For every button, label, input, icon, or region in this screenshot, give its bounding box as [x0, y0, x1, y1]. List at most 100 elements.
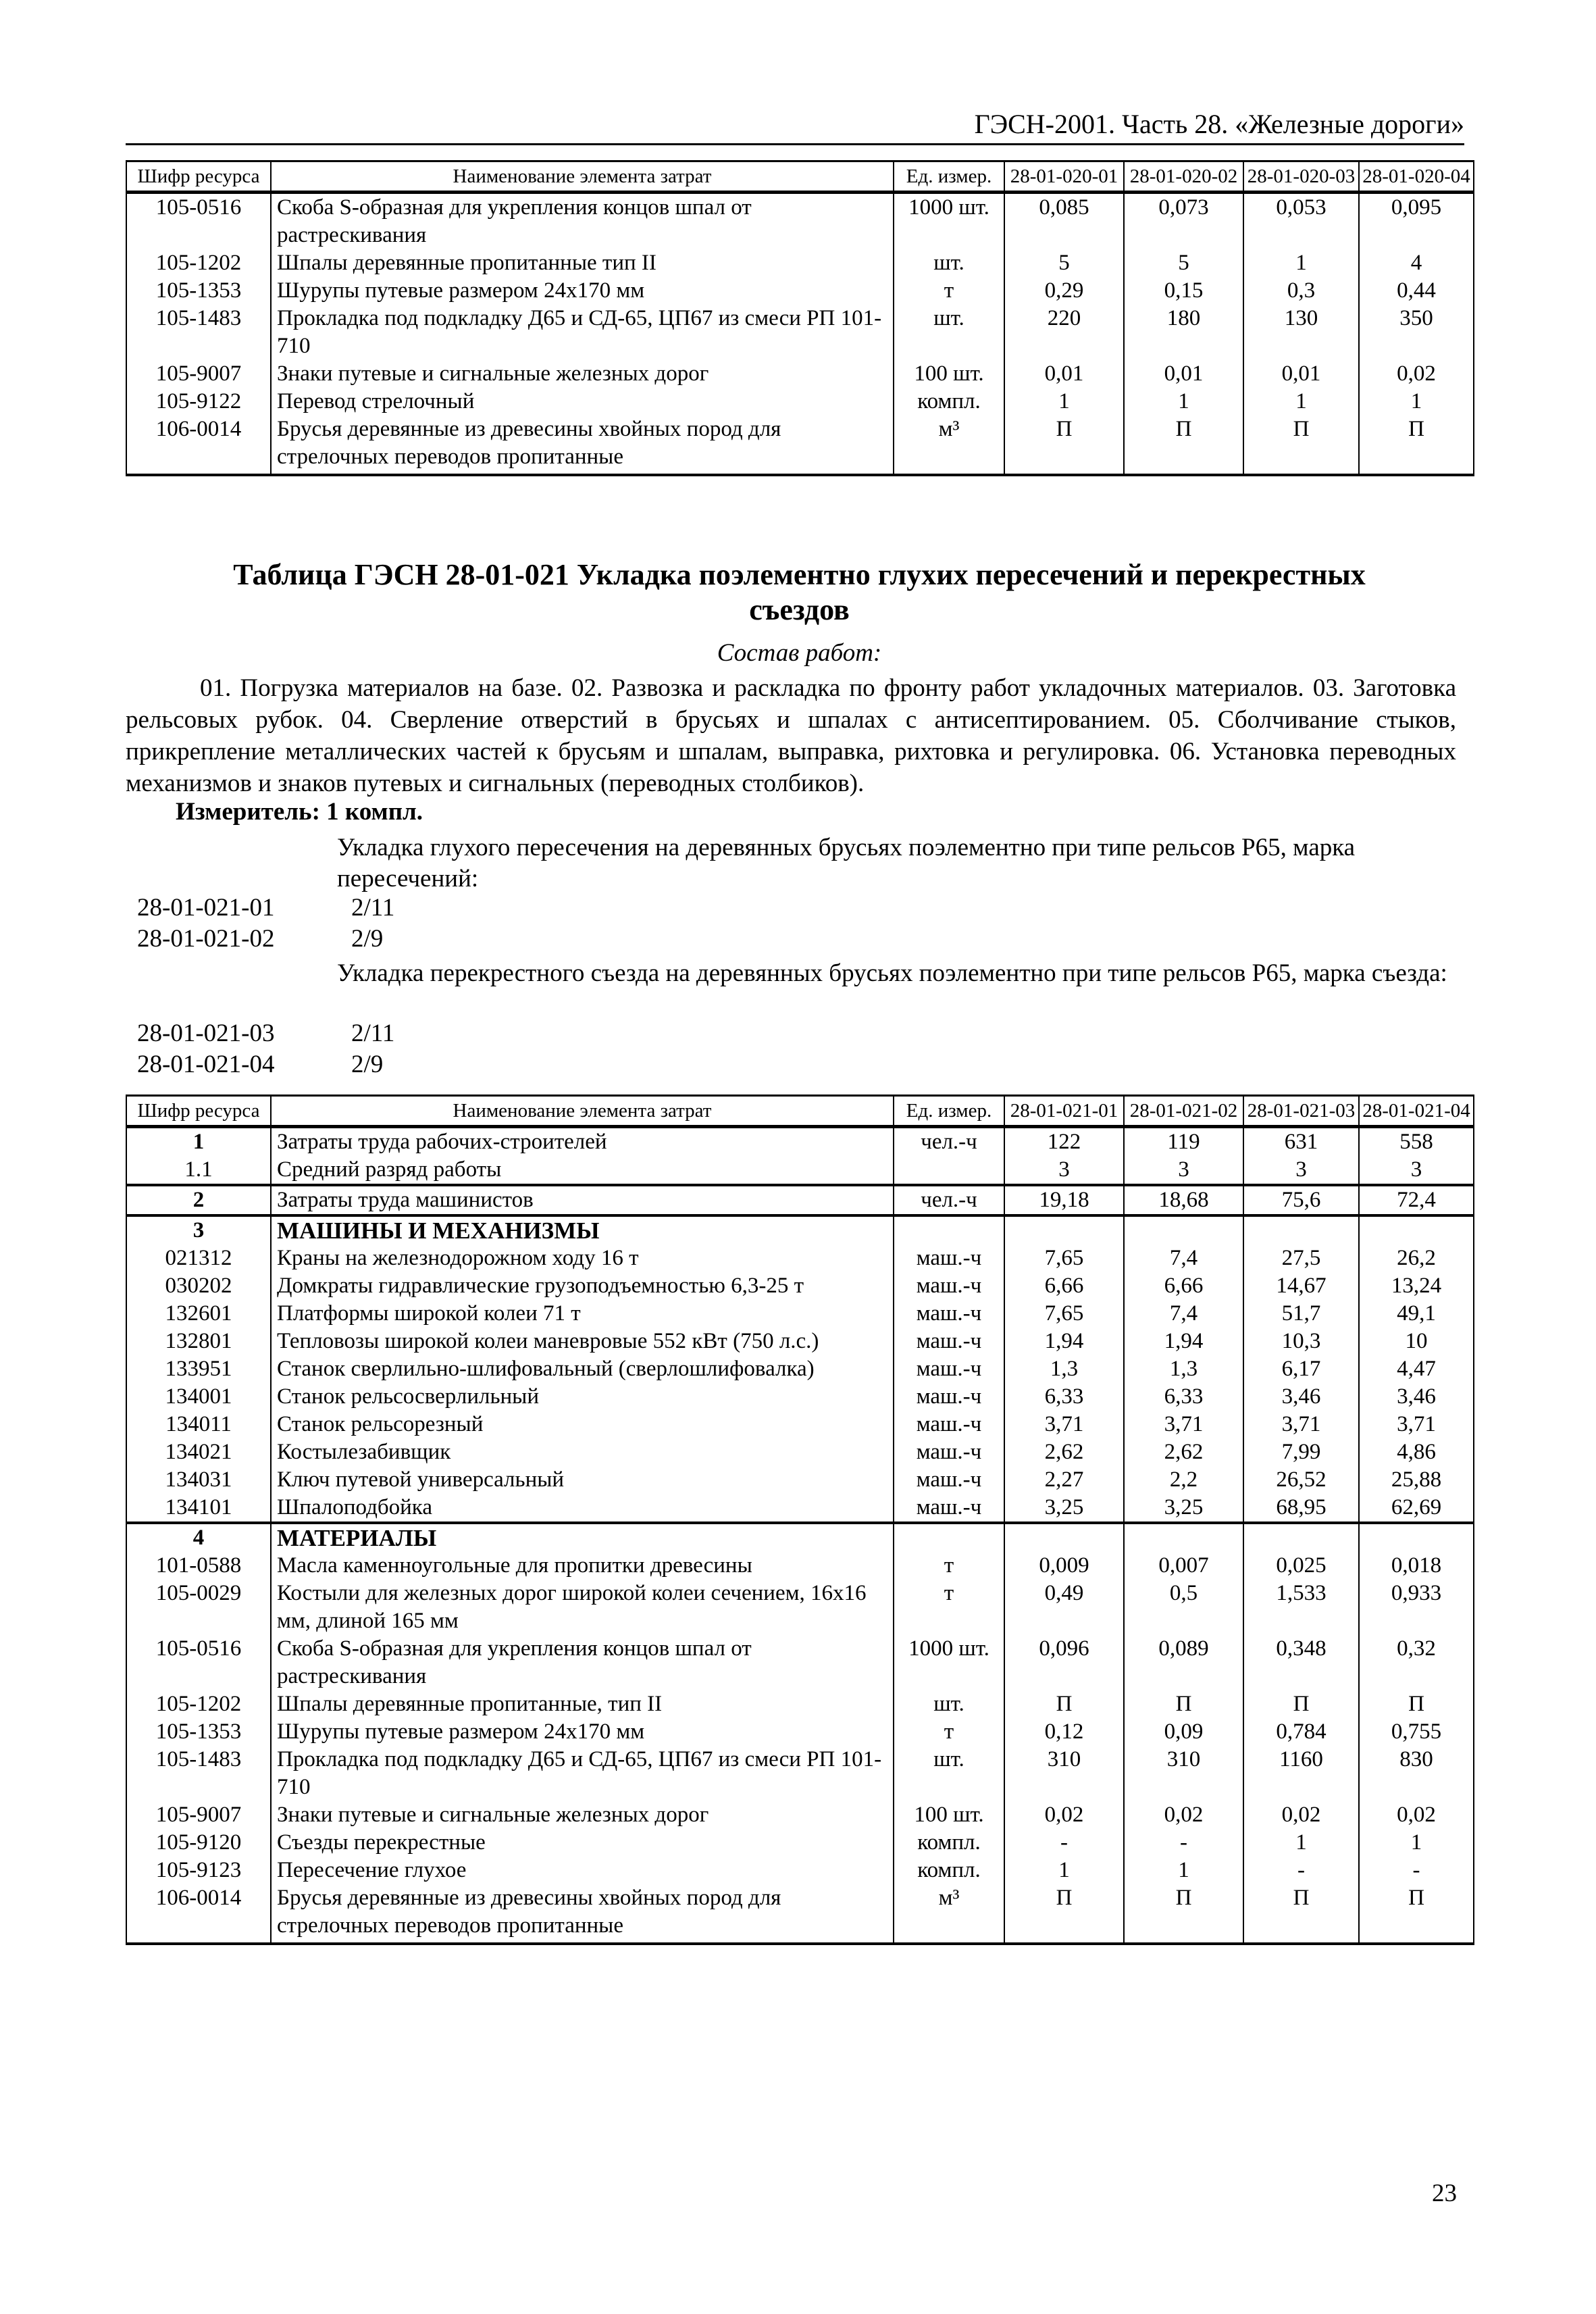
table-row: 105-9007 Знаки путевые и сигнальные желез…: [126, 1801, 1474, 1829]
norm-value: 0,02: [1123, 1801, 1244, 1829]
group-1-description: Укладка глухого пересечения на деревянны…: [337, 834, 1356, 892]
norm-value: 2,2: [1123, 1466, 1244, 1494]
norm-value: [1123, 1214, 1244, 1244]
unit: маш.-ч: [893, 1411, 1005, 1438]
norm-value: 0,755: [1358, 1718, 1474, 1746]
col-header-norm: 28-01-020-01: [1004, 160, 1125, 194]
norm-value: П: [1243, 416, 1360, 476]
norm-value: П: [1123, 416, 1244, 476]
cost-item-name: Станок сверлильно-шлифовальный (сверлошл…: [270, 1355, 894, 1383]
table-row: 134101 Шпалоподбойка маш.-ч 3,25 3,25 68,95 62…: [126, 1494, 1474, 1523]
cost-item-name: Масла каменноугольные для пропитки древе…: [270, 1552, 894, 1580]
unit: маш.-ч: [893, 1328, 1005, 1355]
table-row: 132801 Тепловозы широкой колеи маневровые…: [126, 1328, 1474, 1355]
norm-value: 1: [1358, 388, 1474, 416]
col-header-name: Наименование элемента затрат: [270, 160, 894, 194]
norm-code: 28-01-021-02: [137, 925, 275, 953]
table-row: 105-9120 Съезды перекрестные компл. - -1 1: [126, 1829, 1474, 1857]
norm-value: 0,29: [1004, 277, 1125, 305]
running-header: ГЭСН-2001. Часть 28. «Железные дороги»: [974, 109, 1464, 139]
unit: компл.: [893, 1829, 1005, 1857]
table-row: 134031 Ключ путевой универсальный маш.-ч 2,…: [126, 1466, 1474, 1494]
table-row: 105-1353 Шурупы путевые размером 24х170 м…: [126, 1718, 1474, 1746]
norm-value: 7,65: [1004, 1244, 1125, 1272]
norm-value: 7,99: [1243, 1438, 1360, 1466]
norm-value: 0,096: [1004, 1635, 1125, 1690]
cost-item-name: Брусья деревянные из древесины хвойных п…: [270, 1884, 894, 1945]
table-title: Таблица ГЭСН 28-01-021 Укладка поэлемент…: [126, 557, 1473, 628]
unit: [893, 1156, 1005, 1185]
resource-code: 105-9007: [126, 360, 272, 388]
unit: 100 шт.: [893, 360, 1005, 388]
resource-code: 105-0029: [126, 1580, 272, 1635]
unit: маш.-ч: [893, 1355, 1005, 1383]
resource-code: 105-0516: [126, 1635, 272, 1690]
norm-value: 1: [1004, 388, 1125, 416]
table-row: 105-1202 Шпалы деревянные пропитанные тип…: [126, 249, 1474, 277]
table-row: 105-9122 Перевод стрелочный компл. 1 1 1 1: [126, 388, 1474, 416]
unit: м³: [893, 416, 1005, 476]
table-row: 2 Затраты труда машинистов чел.-ч 19,18 18,6…: [126, 1184, 1474, 1215]
norm-code: 28-01-021-04: [137, 1051, 275, 1078]
resource-code: 105-1353: [126, 1718, 272, 1746]
norm-value: 0,095: [1358, 192, 1474, 249]
cost-item-name: Тепловозы широкой колеи маневровые 552 к…: [270, 1328, 894, 1355]
table-row: 105-0516 Скоба S-образная для укрепления …: [126, 192, 1474, 249]
norm-value: 0,933: [1358, 1580, 1474, 1635]
norm-value: 1: [1243, 1829, 1360, 1857]
section-row: 3 МАШИНЫ И МЕХАНИЗМЫ: [126, 1214, 1474, 1244]
norm-value: 62,69: [1358, 1494, 1474, 1523]
table-row: 134001 Станок рельсосверлильный маш.-ч 6,33…: [126, 1383, 1474, 1411]
norm-value: П: [1358, 1884, 1474, 1945]
norm-value: 0,02: [1243, 1801, 1360, 1829]
unit: маш.-ч: [893, 1300, 1005, 1328]
norm-mark: 2/11: [351, 1020, 395, 1047]
norm-value: 5: [1123, 249, 1244, 277]
norm-value: 1: [1243, 388, 1360, 416]
resource-code: 134031: [126, 1466, 272, 1494]
norm-value: 1: [1358, 1829, 1474, 1857]
col-header-norm: 28-01-020-02: [1123, 160, 1244, 194]
resource-code: 021312: [126, 1244, 272, 1272]
norm-value: 0,025: [1243, 1552, 1360, 1580]
norm-value: 27,5: [1243, 1244, 1360, 1272]
unit: т: [893, 1718, 1005, 1746]
cost-item-name: Скоба S-образная для укрепления концов ш…: [270, 1635, 894, 1690]
table-title-line1: Таблица ГЭСН 28-01-021 Укладка поэлемент…: [233, 558, 1366, 591]
section-row: 4 МАТЕРИАЛЫ: [126, 1521, 1474, 1552]
norm-code: 28-01-021-01: [137, 894, 275, 922]
norm-value: П: [1358, 416, 1474, 476]
norm-value: 0,01: [1123, 360, 1244, 388]
table-row: 1.1 Средний разряд работы 3 3 3 3: [126, 1156, 1474, 1185]
resource-code: 133951: [126, 1355, 272, 1383]
cost-item-name: МАШИНЫ И МЕХАНИЗМЫ: [270, 1214, 894, 1244]
norm-value: 1: [1123, 388, 1244, 416]
work-composition-label: Состав работ:: [717, 639, 882, 667]
table-row: 105-9123 Пересечение глухое компл. 1 1- -: [126, 1857, 1474, 1884]
cost-item-name: Станок рельсосверлильный: [270, 1383, 894, 1411]
unit: маш.-ч: [893, 1244, 1005, 1272]
col-header-norm: 28-01-021-02: [1123, 1095, 1244, 1128]
resource-code: 106-0014: [126, 1884, 272, 1945]
unit: шт.: [893, 305, 1005, 360]
unit: маш.-ч: [893, 1438, 1005, 1466]
norm-value: 51,7: [1243, 1300, 1360, 1328]
norm-value: 19,18: [1004, 1184, 1125, 1215]
cost-item-name: Знаки путевые и сигнальные железных доро…: [270, 360, 894, 388]
cost-item-name: Костыли для железных дорог широкой колеи…: [270, 1580, 894, 1635]
norm-code: 28-01-021-03: [137, 1020, 275, 1047]
table-row: 133951 Станок сверлильно-шлифовальный (св…: [126, 1355, 1474, 1383]
col-header-name: Наименование элемента затрат: [270, 1095, 894, 1128]
cost-item-name: Станок рельсорезный: [270, 1411, 894, 1438]
resource-code: 105-1202: [126, 1690, 272, 1718]
table-row: 105-1353 Шурупы путевые размером 24х170 м…: [126, 277, 1474, 305]
table-row: 105-1202 Шпалы деревянные пропитанные, ти…: [126, 1690, 1474, 1718]
norm-value: 1: [1123, 1857, 1244, 1884]
cost-item-name: Знаки путевые и сигнальные железных доро…: [270, 1801, 894, 1829]
table-row: 030202 Домкраты гидравлические грузоподъе…: [126, 1272, 1474, 1300]
norm-value: [1243, 1521, 1360, 1552]
norm-value: 3,46: [1358, 1383, 1474, 1411]
norm-value: 0,009: [1004, 1552, 1125, 1580]
cost-item-name: Брусья деревянные из древесины хвойных п…: [270, 416, 894, 476]
resource-code: 105-9122: [126, 388, 272, 416]
